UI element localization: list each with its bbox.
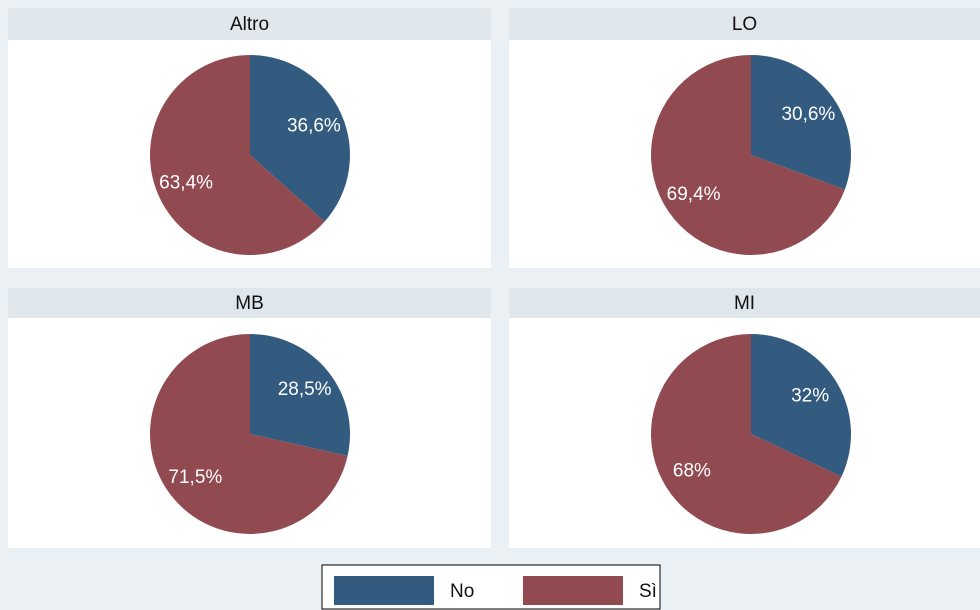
slice-label: 36,6%: [287, 115, 341, 136]
legend-swatch: [334, 576, 434, 605]
title-band: [8, 8, 491, 40]
slice-label: 32%: [791, 386, 829, 407]
pie-slice: [149, 55, 325, 255]
slice-label: 69,4%: [667, 184, 721, 205]
panel-title: MB: [235, 293, 264, 314]
pie-slice: [751, 334, 851, 477]
slice-label: 71,5%: [168, 467, 222, 488]
panel-title: Altro: [230, 14, 269, 35]
slice-label: 28,5%: [278, 379, 332, 400]
legend-label: Sì: [639, 581, 657, 602]
legend-label: No: [450, 581, 474, 602]
slice-label: 68%: [673, 461, 711, 482]
title-band: [8, 288, 491, 318]
legend-swatch: [523, 576, 623, 605]
pie-slice: [751, 55, 852, 190]
pie-slice: [250, 55, 350, 222]
pie-slice: [250, 334, 350, 456]
pie-slice: [651, 334, 842, 534]
title-band: [509, 288, 980, 318]
panel-title: MI: [734, 293, 755, 314]
pie-slice: [150, 334, 348, 534]
title-band: [509, 8, 980, 40]
panel-title: LO: [732, 14, 757, 35]
slice-label: 30,6%: [781, 104, 835, 125]
slice-label: 63,4%: [159, 173, 213, 194]
pie-slice: [651, 55, 845, 256]
